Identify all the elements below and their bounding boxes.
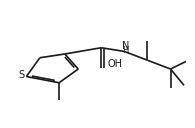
Text: N: N <box>122 41 129 51</box>
Text: OH: OH <box>107 59 122 69</box>
Text: H: H <box>122 46 129 55</box>
Text: S: S <box>19 70 25 80</box>
